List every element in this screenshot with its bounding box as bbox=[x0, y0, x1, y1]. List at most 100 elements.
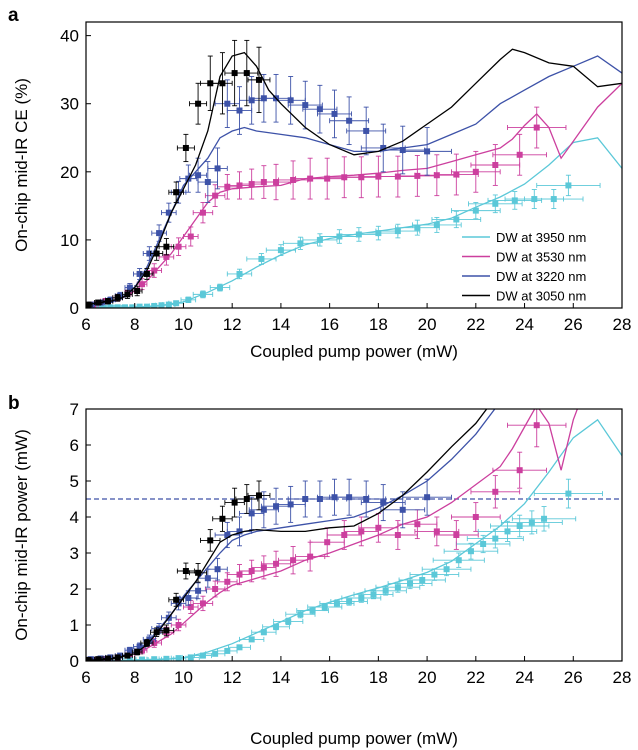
point-marker bbox=[472, 514, 479, 520]
point-marker bbox=[175, 243, 182, 250]
point-marker bbox=[212, 586, 219, 592]
data-point bbox=[226, 86, 253, 135]
data-point bbox=[492, 133, 547, 176]
point-marker bbox=[151, 302, 158, 308]
point-marker bbox=[224, 100, 231, 107]
point-marker bbox=[153, 250, 160, 257]
point-marker bbox=[175, 622, 182, 628]
data-point bbox=[102, 298, 114, 305]
data-point bbox=[511, 506, 577, 532]
point-marker bbox=[565, 490, 572, 497]
x-tick-label: 26 bbox=[564, 315, 583, 334]
point-marker bbox=[394, 228, 401, 235]
x-tick-label: 22 bbox=[466, 315, 485, 334]
y-tick-label: 4 bbox=[70, 508, 79, 527]
point-marker bbox=[492, 162, 499, 168]
point-marker bbox=[533, 124, 540, 131]
point-marker bbox=[248, 97, 255, 104]
data-point bbox=[402, 127, 452, 176]
point-marker bbox=[316, 236, 323, 243]
data-point bbox=[431, 210, 482, 229]
point-marker bbox=[407, 580, 414, 587]
data-point bbox=[387, 578, 433, 590]
data-point bbox=[409, 568, 460, 581]
data-point bbox=[533, 478, 603, 509]
y-tick-label: 10 bbox=[60, 231, 79, 250]
point-marker bbox=[199, 600, 206, 607]
legend-label: DW at 3220 nm bbox=[496, 269, 586, 284]
point-marker bbox=[243, 70, 250, 77]
data-point bbox=[273, 617, 304, 626]
legend-label: DW at 3950 nm bbox=[496, 230, 586, 245]
data-point bbox=[170, 618, 187, 632]
data-point bbox=[432, 552, 485, 568]
point-marker bbox=[516, 523, 523, 529]
point-marker bbox=[331, 110, 338, 117]
point-marker bbox=[139, 281, 146, 288]
point-marker bbox=[414, 521, 421, 528]
point-marker bbox=[290, 176, 297, 183]
data-point bbox=[282, 236, 318, 250]
point-marker bbox=[224, 578, 231, 585]
data-point bbox=[309, 527, 345, 558]
y-tick-label: 6 bbox=[70, 436, 79, 455]
data-point bbox=[260, 163, 292, 201]
data-point bbox=[360, 123, 406, 173]
point-marker bbox=[236, 644, 243, 651]
point-marker bbox=[158, 302, 165, 308]
point-marker bbox=[165, 209, 172, 216]
point-marker bbox=[212, 650, 219, 657]
data-point bbox=[343, 516, 379, 547]
data-point bbox=[353, 589, 394, 600]
data-point bbox=[507, 106, 567, 149]
point-marker bbox=[136, 643, 143, 650]
x-tick-label: 22 bbox=[466, 668, 485, 687]
data-point bbox=[421, 562, 472, 577]
point-marker bbox=[195, 587, 202, 594]
data-point bbox=[112, 293, 123, 302]
point-marker bbox=[492, 535, 499, 542]
data-point bbox=[200, 529, 221, 552]
data-point bbox=[192, 595, 214, 612]
point-marker bbox=[219, 515, 226, 522]
point-marker bbox=[248, 636, 255, 643]
data-point bbox=[168, 592, 184, 607]
point-marker bbox=[236, 107, 243, 114]
data-point bbox=[226, 268, 253, 280]
data-point bbox=[470, 144, 521, 186]
data-point bbox=[126, 304, 138, 308]
x-tick-label: 10 bbox=[174, 315, 193, 334]
point-marker bbox=[143, 640, 150, 646]
point-marker bbox=[207, 537, 214, 544]
data-point bbox=[189, 562, 208, 583]
data-point bbox=[443, 542, 499, 560]
point-marker bbox=[86, 301, 92, 308]
data-point bbox=[158, 624, 175, 637]
data-point bbox=[500, 510, 563, 535]
data-point bbox=[507, 409, 567, 448]
point-marker bbox=[433, 528, 440, 535]
legend-item: DW at 3220 nm bbox=[462, 269, 586, 284]
point-marker bbox=[173, 300, 180, 307]
point-marker bbox=[287, 97, 294, 104]
point-marker bbox=[151, 267, 158, 274]
point-marker bbox=[541, 515, 548, 522]
data-point bbox=[106, 304, 115, 308]
data-point bbox=[86, 301, 93, 308]
y-tick-label: 7 bbox=[70, 400, 79, 419]
data-point bbox=[189, 82, 208, 125]
data-point bbox=[246, 253, 277, 265]
data-point bbox=[326, 520, 362, 550]
data-point bbox=[248, 491, 279, 529]
point-marker bbox=[424, 148, 431, 155]
point-marker bbox=[100, 304, 107, 308]
point-marker bbox=[139, 656, 146, 661]
point-marker bbox=[124, 652, 131, 659]
axes-frame-b bbox=[85, 408, 623, 662]
point-marker bbox=[199, 652, 206, 659]
point-marker bbox=[224, 532, 231, 538]
data-point bbox=[358, 512, 399, 543]
point-marker bbox=[151, 656, 158, 661]
x-tick-label: 6 bbox=[81, 315, 90, 334]
